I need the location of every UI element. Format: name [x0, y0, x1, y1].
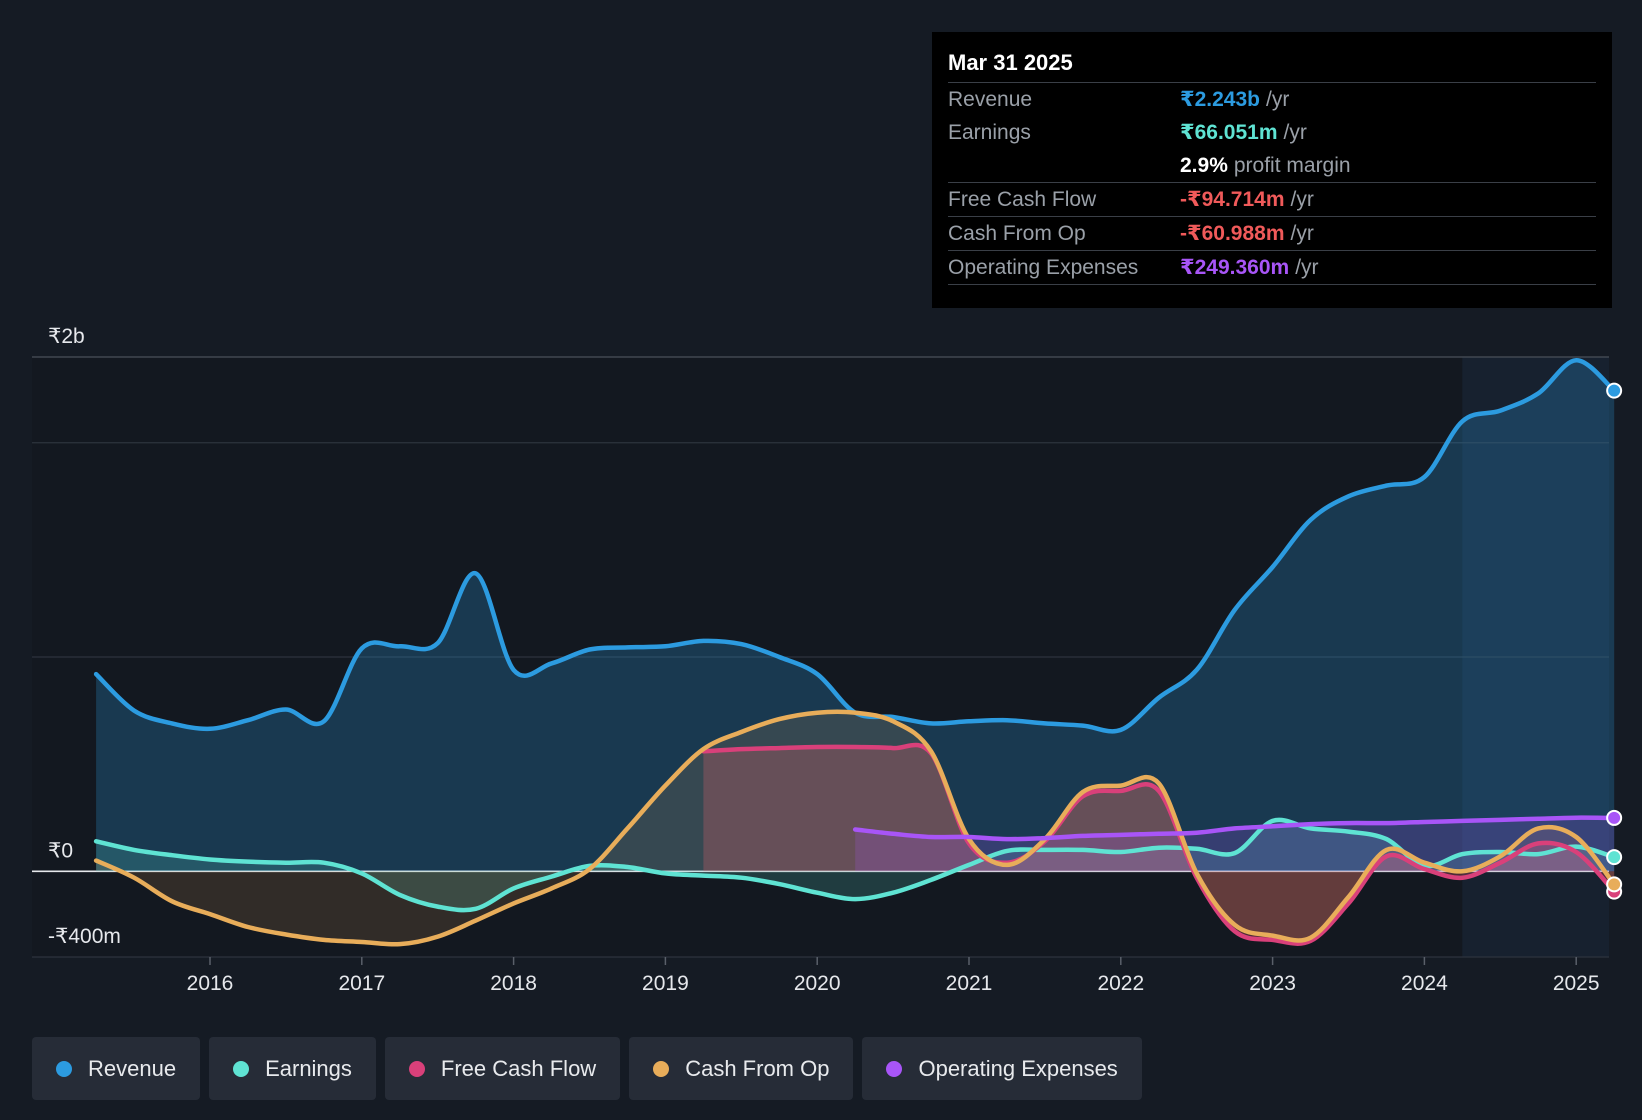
legend: Revenue Earnings Free Cash Flow Cash Fro… [32, 1037, 1151, 1100]
legend-item-operating-expenses[interactable]: Operating Expenses [862, 1037, 1142, 1100]
y-tick-label: -₹400m [48, 925, 121, 948]
tooltip-row-opex: Operating Expenses ₹249.360m /yr [948, 251, 1596, 285]
legend-dot-icon [886, 1060, 903, 1077]
tooltip-unit: /yr [1290, 222, 1314, 245]
x-tick-label: 2016 [187, 972, 234, 995]
x-tick-label: 2022 [1097, 972, 1144, 995]
legend-dot-icon [408, 1060, 425, 1077]
series-fill-operating-expenses [855, 817, 1615, 872]
legend-dot-icon [233, 1060, 250, 1077]
legend-item-free-cash-flow[interactable]: Free Cash Flow [384, 1037, 621, 1100]
tooltip-unit: /yr [1283, 121, 1307, 144]
series-fill-revenue [96, 360, 1615, 872]
tooltip-panel: Mar 31 2025 Revenue ₹2.243b /yr Earnings… [932, 32, 1612, 308]
series-fill-free-cash-flow [703, 744, 1615, 944]
legend-label: Free Cash Flow [440, 1055, 597, 1081]
x-tick-label: 2023 [1249, 972, 1296, 995]
x-tick-label: 2019 [642, 972, 689, 995]
y-tick-label: ₹0 [48, 839, 73, 862]
tooltip-value: ₹249.360m [1180, 256, 1290, 279]
series-line-operating-expenses [852, 815, 1617, 842]
legend-dot-icon [653, 1060, 670, 1077]
series-line-earnings [93, 817, 1617, 913]
series-line-revenue [93, 357, 1617, 734]
tooltip-label: Earnings [948, 121, 1031, 144]
tooltip-value: -₹94.714m [1180, 188, 1285, 211]
x-tick-label: 2025 [1553, 972, 1600, 995]
legend-label: Cash From Op [685, 1055, 830, 1081]
x-tick-label: 2018 [490, 972, 537, 995]
tooltip-label: Cash From Op [948, 222, 1086, 245]
x-tick-label: 2024 [1401, 972, 1448, 995]
tooltip-margin-value: 2.9% [1180, 154, 1228, 177]
tooltip-label: Free Cash Flow [948, 188, 1097, 211]
endpoint-marker-revenue [1606, 382, 1623, 399]
tooltip-margin-text: profit margin [1233, 154, 1351, 177]
endpoint-marker-cash-from-op [1606, 876, 1623, 893]
tooltip-date: Mar 31 2025 [948, 48, 1596, 83]
axis-labels: ₹2b ₹0 -₹400m 2016 2017 2018 2019 2020 2021 2022 2… [48, 325, 1600, 995]
legend-label: Revenue [88, 1055, 177, 1081]
tooltip-row-revenue: Revenue ₹2.243b /yr [948, 83, 1596, 116]
tooltip-value: -₹60.988m [1180, 222, 1285, 245]
tooltip-row-earnings: Earnings ₹66.051m /yr [948, 116, 1596, 149]
tooltip-unit: /yr [1266, 88, 1290, 111]
tooltip-value: ₹66.051m [1180, 121, 1278, 144]
tooltip-row-margin: 2.9% profit margin [948, 149, 1596, 183]
y-tick-label: ₹2b [48, 325, 85, 348]
legend-item-cash-from-op[interactable]: Cash From Op [629, 1037, 854, 1100]
series-line-free-cash-flow [701, 742, 1617, 946]
x-tick-label: 2020 [794, 972, 841, 995]
series-lines [93, 357, 1617, 947]
tooltip-label: Operating Expenses [948, 256, 1139, 279]
endpoint-markers [1606, 382, 1623, 900]
tooltip-row-fcf: Free Cash Flow -₹94.714m /yr [948, 183, 1596, 217]
tooltip-value: ₹2.243b [1180, 88, 1260, 111]
tooltip-unit: /yr [1290, 188, 1314, 211]
legend-label: Operating Expenses [918, 1055, 1118, 1081]
legend-label: Earnings [265, 1055, 352, 1081]
endpoint-marker-earnings [1606, 849, 1623, 866]
gridlines [32, 356, 1609, 958]
tooltip-row-cfo: Cash From Op -₹60.988m /yr [948, 217, 1596, 251]
legend-dot-icon [56, 1060, 72, 1077]
x-tick-label: 2021 [946, 972, 993, 995]
endpoint-marker-operating-expenses [1606, 809, 1623, 826]
series-line-cash-from-op [93, 709, 1617, 947]
tooltip-unit: /yr [1295, 256, 1319, 279]
legend-item-earnings[interactable]: Earnings [209, 1037, 376, 1100]
x-tick-label: 2017 [338, 972, 385, 995]
series-fill-earnings [96, 819, 1615, 911]
legend-item-revenue[interactable]: Revenue [32, 1037, 201, 1100]
tooltip-label: Revenue [948, 88, 1033, 111]
